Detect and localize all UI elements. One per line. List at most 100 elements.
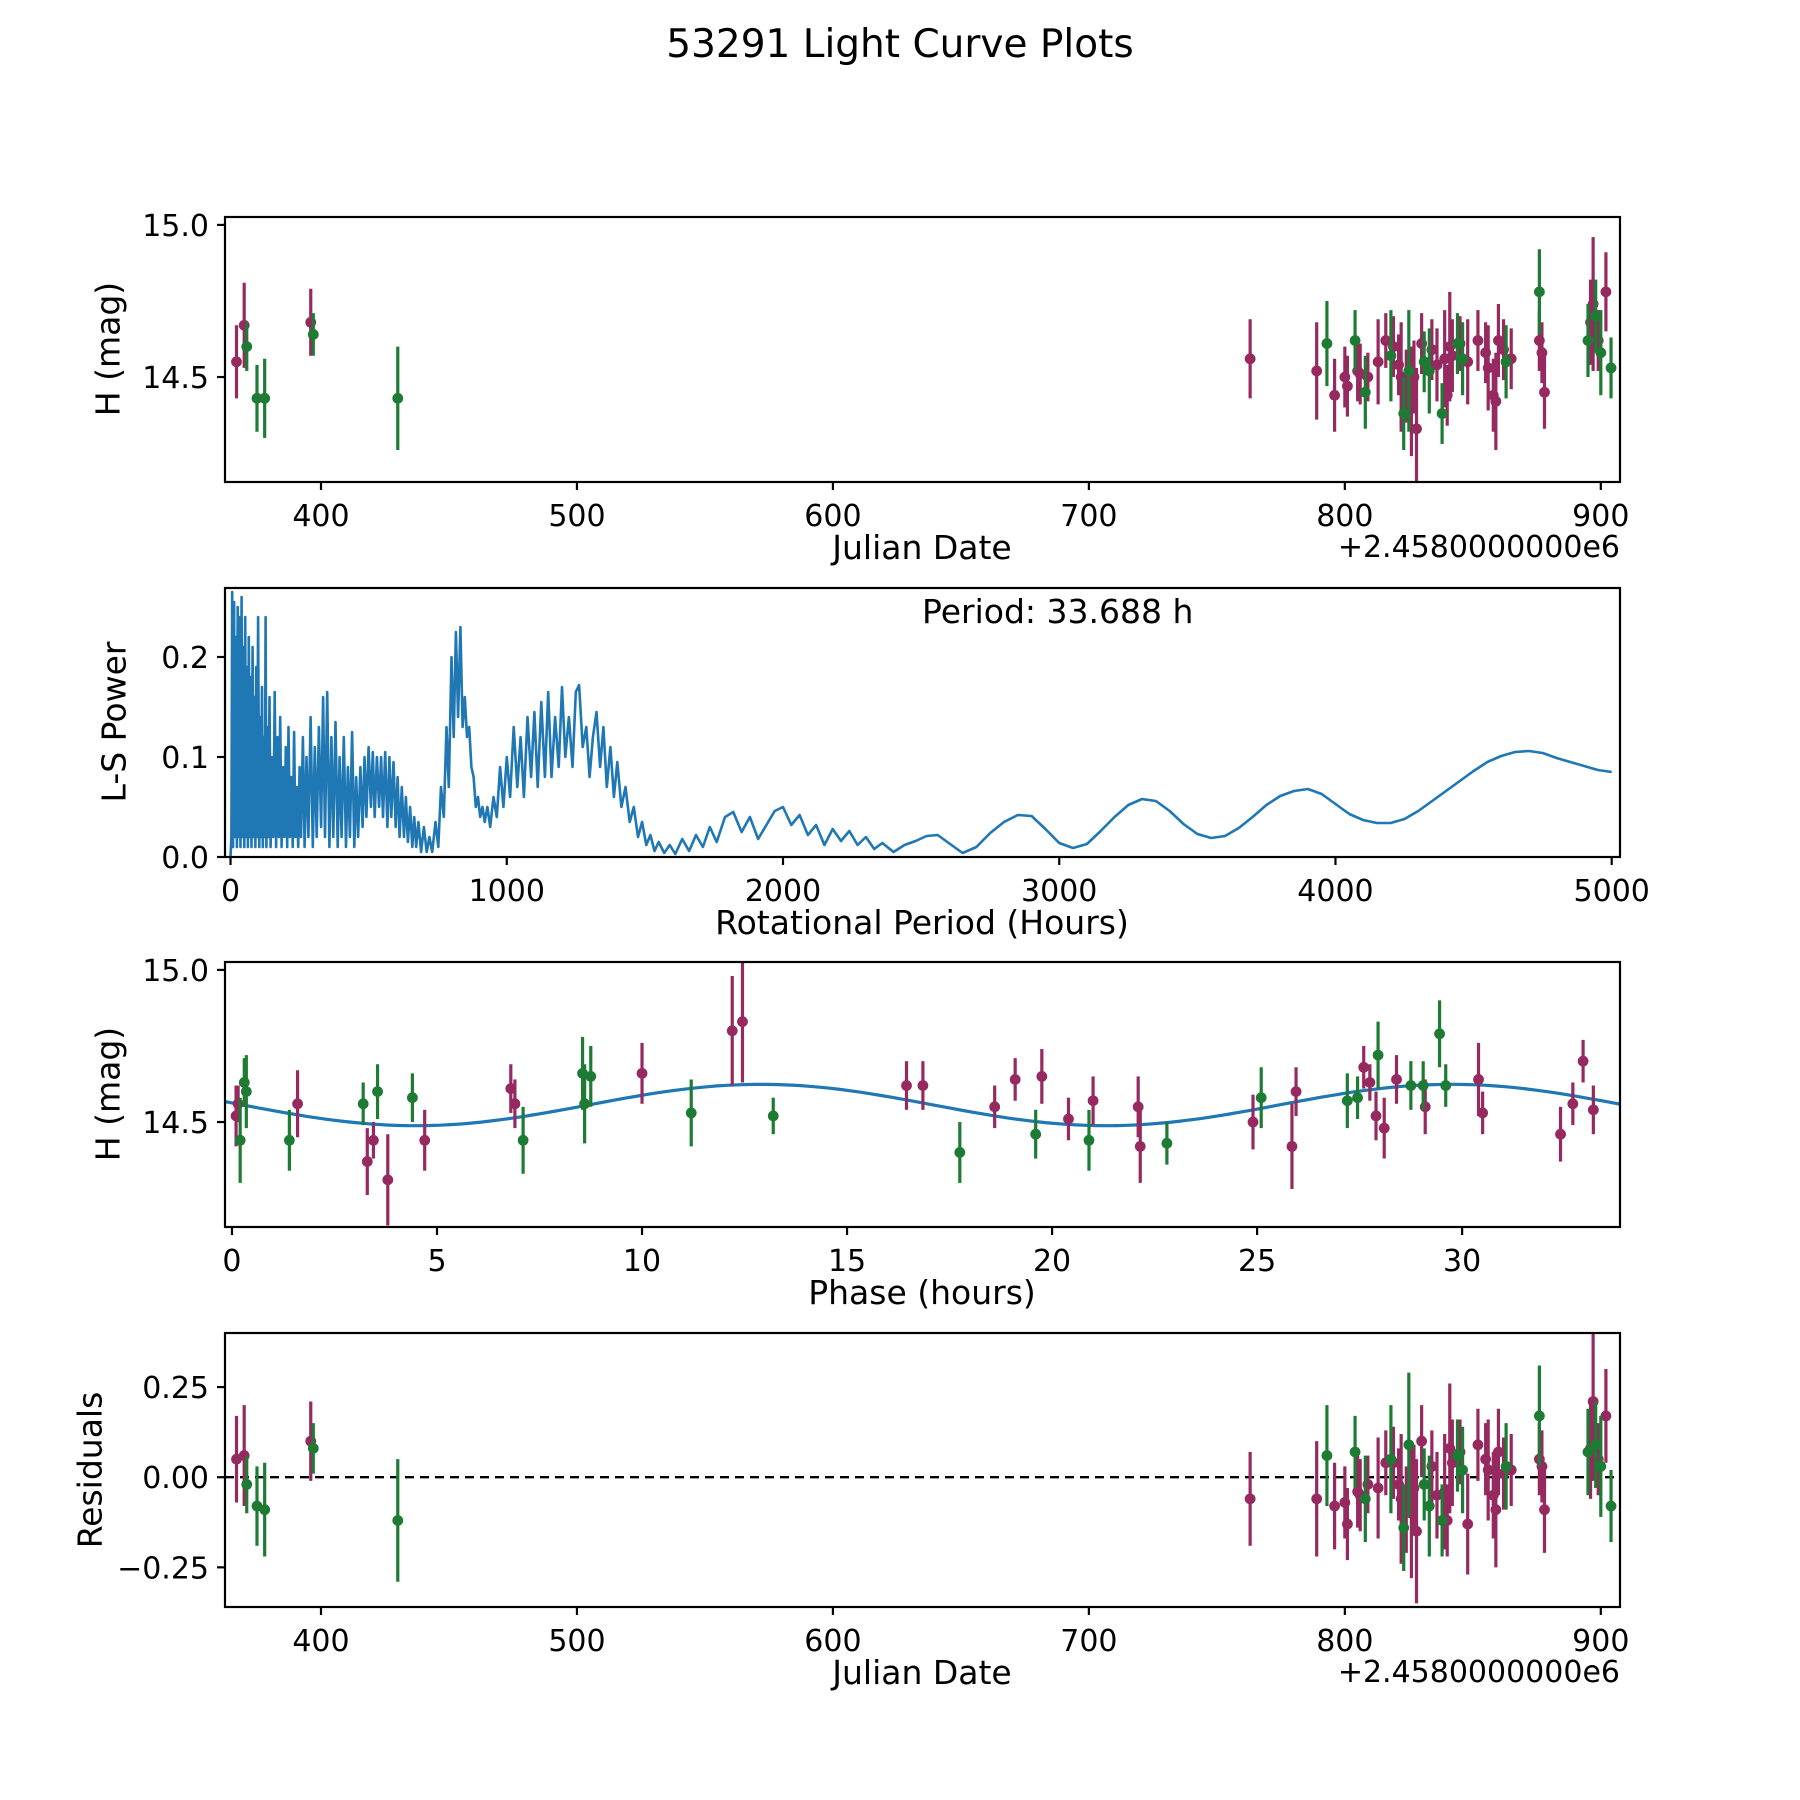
jd-lightcurve-x-offset: +2.4580000000e6 xyxy=(1337,530,1620,565)
data-point xyxy=(1341,380,1353,392)
series-observer-a xyxy=(231,237,1612,482)
tick-label: 4000 xyxy=(1297,874,1373,909)
data-point xyxy=(1372,1049,1384,1061)
data-point xyxy=(1472,335,1484,346)
data-point xyxy=(585,1070,597,1082)
data-point xyxy=(579,1098,591,1110)
data-point xyxy=(382,1174,394,1186)
series-observer-b xyxy=(241,1365,1617,1582)
data-point xyxy=(1536,347,1548,359)
series-observer-b xyxy=(241,249,1617,451)
data-point xyxy=(1030,1128,1042,1140)
data-point xyxy=(1567,1098,1579,1110)
ticks-periodogram: 0 1000 2000 3000 4000 5000 0.0 0.1 0.2 xyxy=(161,641,1650,909)
residuals-x-offset: +2.4580000000e6 xyxy=(1337,1655,1620,1690)
data-point xyxy=(737,1016,748,1028)
data-point xyxy=(1605,362,1617,374)
tick-label: 900 xyxy=(1572,499,1629,534)
data-point xyxy=(1321,1450,1333,1461)
data-point xyxy=(372,1086,383,1098)
jd-lightcurve-xlabel: Julian Date xyxy=(832,528,1012,567)
data-point xyxy=(1132,1101,1144,1113)
tick-label: 0.2 xyxy=(161,641,209,676)
data-point xyxy=(767,1110,779,1122)
data-point xyxy=(1418,356,1430,368)
data-point xyxy=(232,1098,244,1110)
data-point xyxy=(1582,335,1594,346)
data-point xyxy=(1490,1504,1502,1516)
tick-label: 20 xyxy=(1033,1244,1071,1279)
phased-lightcurve-ylabel: H (mag) xyxy=(88,1026,128,1162)
tick-label: 3000 xyxy=(1021,874,1097,909)
tick-label: 5000 xyxy=(1574,874,1650,909)
ls-power-curve xyxy=(229,590,1612,857)
data-point xyxy=(1434,1028,1445,1040)
data-point xyxy=(901,1080,912,1091)
data-point xyxy=(1577,1055,1589,1067)
tick-label: 15.0 xyxy=(142,954,209,989)
data-point xyxy=(1372,356,1384,368)
tick-label: 30 xyxy=(1443,1244,1481,1279)
data-point xyxy=(1364,1077,1376,1088)
data-point xyxy=(361,1156,373,1167)
data-point xyxy=(1391,1074,1402,1085)
data-point xyxy=(1341,1518,1353,1530)
data-point xyxy=(1359,386,1371,398)
ticks-residuals: 400 500 600 700 800 900 0.25 0.00 −0.25 xyxy=(117,1371,1629,1659)
panel-jd-lightcurve: 400 500 600 700 800 900 15.0 14.5 xyxy=(142,209,1629,534)
periodogram-xlabel: Rotational Period (Hours) xyxy=(715,903,1129,942)
data-point xyxy=(1311,1493,1323,1505)
tick-label: 700 xyxy=(1060,1624,1117,1659)
data-point xyxy=(1398,408,1410,419)
panel-residuals: 400 500 600 700 800 900 0.25 0.00 −0.25 xyxy=(117,1331,1629,1659)
data-point xyxy=(241,1479,253,1490)
data-point xyxy=(1411,1525,1422,1537)
data-point xyxy=(1385,1453,1397,1465)
data-point xyxy=(1161,1137,1173,1149)
data-point xyxy=(1380,335,1392,346)
tick-label: 2000 xyxy=(745,874,821,909)
data-point xyxy=(954,1147,966,1158)
tick-label: 25 xyxy=(1238,1244,1276,1279)
data-point xyxy=(1595,347,1607,359)
data-point xyxy=(1500,1460,1512,1472)
tick-label: 400 xyxy=(292,499,349,534)
data-point xyxy=(1349,1446,1361,1458)
data-point xyxy=(1472,1439,1484,1451)
tick-label: 800 xyxy=(1316,1624,1373,1659)
tick-label: 1000 xyxy=(469,874,545,909)
data-point xyxy=(1436,408,1448,419)
figure-title: 53291 Light Curve Plots xyxy=(666,22,1134,67)
data-point xyxy=(1417,1080,1429,1091)
data-point xyxy=(1490,395,1502,407)
tick-label: 0 xyxy=(222,1244,241,1279)
tick-label: 0.25 xyxy=(142,1371,209,1406)
data-point xyxy=(917,1080,929,1091)
data-point xyxy=(1436,1515,1448,1526)
data-point xyxy=(1482,1464,1494,1476)
data-point xyxy=(1477,1107,1489,1119)
data-point xyxy=(1423,1500,1435,1512)
tick-label: 15 xyxy=(828,1244,866,1279)
data-point xyxy=(1473,1074,1484,1085)
ticks-phased-lightcurve: 0 5 10 15 20 25 30 15.0 14.5 xyxy=(142,954,1481,1279)
data-point xyxy=(1457,1464,1468,1476)
phased-lightcurve-xlabel: Phase (hours) xyxy=(808,1273,1036,1312)
tick-label: 400 xyxy=(292,1624,349,1659)
data-point xyxy=(1286,1140,1298,1152)
tick-label: 900 xyxy=(1572,1624,1629,1659)
data-point xyxy=(1370,1110,1382,1122)
data-point xyxy=(368,1134,379,1146)
data-point xyxy=(1600,286,1612,298)
panel-data-jd-lightcurve xyxy=(231,237,1617,482)
data-point xyxy=(307,329,319,340)
data-point xyxy=(1349,335,1361,346)
data-point xyxy=(1452,1450,1463,1461)
tick-label: 0 xyxy=(221,874,240,909)
data-point xyxy=(1539,1504,1550,1516)
data-point xyxy=(392,1515,404,1526)
ticks-jd-lightcurve: 400 500 600 700 800 900 15.0 14.5 xyxy=(142,209,1629,534)
tick-label: 5 xyxy=(427,1244,446,1279)
tick-label: 14.5 xyxy=(142,361,209,396)
data-point xyxy=(240,1086,252,1098)
